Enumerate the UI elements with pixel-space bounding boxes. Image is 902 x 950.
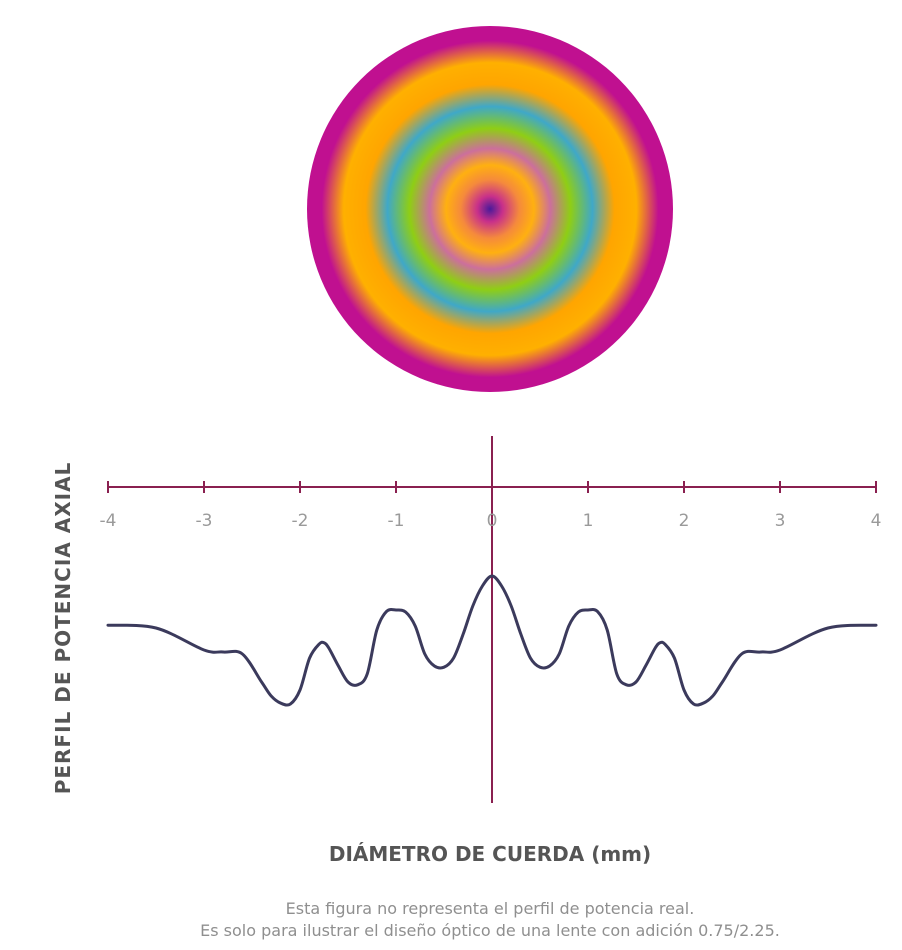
x-tick-label: 0 <box>487 511 498 531</box>
x-tick-label: 1 <box>583 511 594 531</box>
y-axis-title: PERFIL DE POTENCIA AXIAL <box>51 462 75 795</box>
x-tick-label: 2 <box>679 511 690 531</box>
footnote-line-1: Esta figura no representa el perfil de p… <box>285 899 695 918</box>
x-tick-label: -4 <box>100 511 117 531</box>
x-ticks: -4 -3 -2 -1 0 1 2 3 4 <box>100 481 882 531</box>
power-map-circle <box>307 26 673 392</box>
power-profile-line <box>106 574 878 707</box>
x-tick-label: -3 <box>196 511 213 531</box>
x-tick-label: 3 <box>775 511 786 531</box>
x-axis-title: DIÁMETRO DE CUERDA (mm) <box>328 842 652 866</box>
axial-power-chart: -4 -3 -2 -1 0 1 2 3 4 PERFIL DE POTENCIA AXIAL <box>51 436 882 803</box>
x-tick-label: -2 <box>292 511 309 531</box>
x-tick-label: -1 <box>388 511 405 531</box>
footnote-line-2: Es solo para ilustrar el diseño óptico d… <box>200 921 780 940</box>
x-tick-label: 4 <box>871 511 882 531</box>
power-map-disc <box>307 26 673 392</box>
